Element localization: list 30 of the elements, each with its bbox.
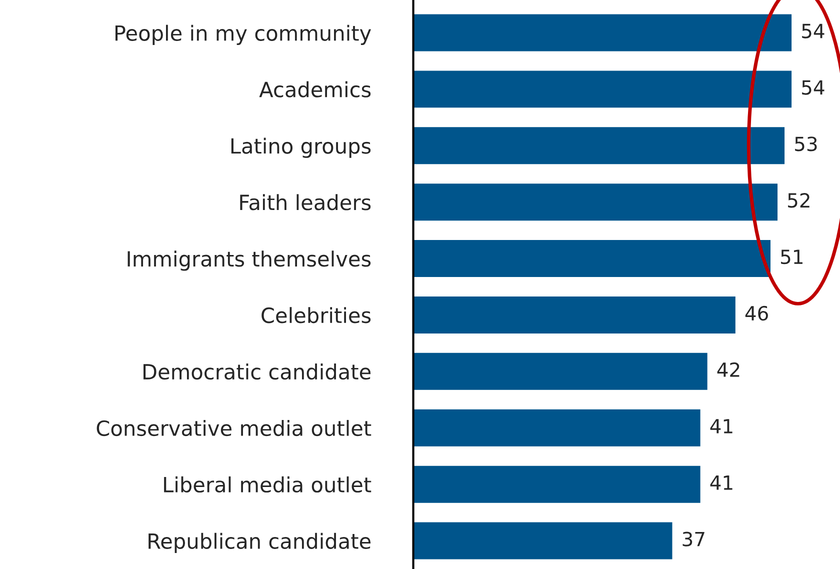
bar: [413, 464, 702, 504]
bar: [413, 520, 674, 561]
y-tick-label: Latino groups: [231, 138, 371, 158]
bar: [413, 69, 793, 110]
bar: [413, 238, 772, 278]
bar: [413, 295, 737, 335]
y-tick-label: Conservative media outlet: [96, 420, 372, 436]
data-label: 52: [788, 193, 810, 208]
data-label: 53: [795, 136, 817, 152]
data-label: 54: [802, 80, 824, 95]
y-tick-label: Democratic candidate: [144, 364, 370, 380]
bar: [413, 126, 786, 166]
data-label: 41: [710, 476, 732, 490]
data-label: 41: [710, 419, 732, 434]
bar: [413, 182, 779, 222]
bar: [413, 12, 793, 53]
y-tick-label: Faith leaders: [240, 194, 371, 210]
data-label: 46: [745, 306, 768, 321]
data-label: 51: [781, 250, 802, 264]
data-label: 42: [717, 362, 740, 377]
y-tick-label: Celebrities: [262, 307, 371, 324]
bar: [413, 352, 709, 392]
y-tick-label: Republican candidate: [148, 532, 370, 554]
data-label: 54: [802, 24, 824, 38]
y-tick-label: Academics: [259, 81, 371, 98]
bar: [413, 408, 702, 448]
y-tick-label: Liberal media outlet: [164, 476, 372, 493]
y-tick-label: Immigrants themselves: [128, 250, 371, 271]
data-label: 37: [682, 532, 704, 546]
y-tick-label: People in my community: [115, 24, 371, 45]
